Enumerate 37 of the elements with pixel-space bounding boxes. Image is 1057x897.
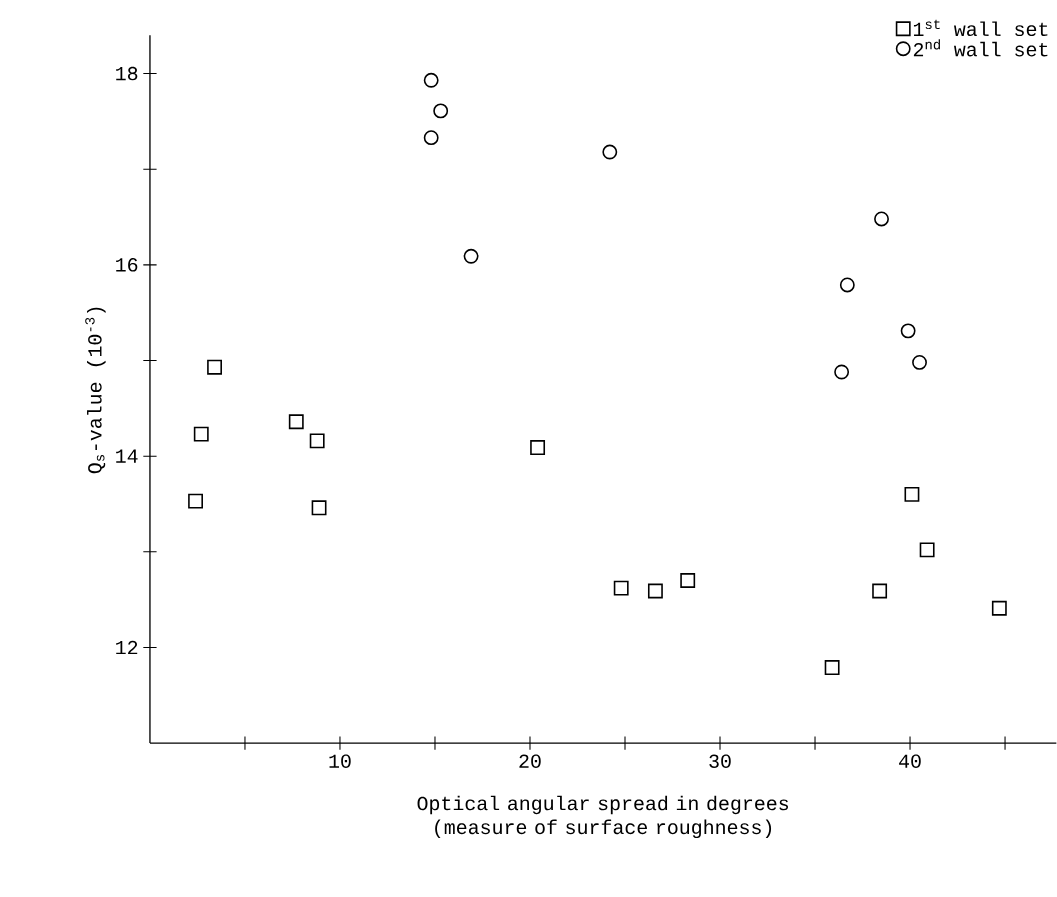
- legend-label: 2$^{nd}$ wall set: [913, 39, 1048, 57]
- y-axis-title: Q$_{s}$-value (10$^{-3}$): [85, 307, 106, 474]
- point: [309, 433, 325, 449]
- point: [900, 323, 916, 339]
- point: [912, 354, 927, 370]
- point: [647, 583, 663, 599]
- x-tick-label: 30: [709, 754, 731, 768]
- point: [834, 364, 850, 380]
- point: [433, 103, 449, 119]
- x-tick-label: 40: [899, 754, 921, 768]
- x-tick-label: 20: [519, 754, 541, 768]
- point: [680, 573, 696, 588]
- point: [904, 486, 920, 502]
- point: [423, 130, 439, 146]
- point: [207, 359, 222, 375]
- y-tick-label: 12: [116, 640, 138, 655]
- point: [423, 72, 439, 88]
- y-tick-label: 18: [116, 66, 138, 81]
- point: [839, 277, 855, 293]
- y-tick-label: 16: [116, 258, 138, 272]
- y-tick-label: 14: [116, 449, 138, 463]
- x-axis-title: Optical angular spread in degrees (measure of surface roughness): [417, 795, 789, 839]
- point: [874, 211, 889, 227]
- point: [919, 542, 935, 558]
- point: [991, 600, 1007, 616]
- point: [530, 440, 546, 455]
- point: [288, 414, 304, 430]
- point: [602, 144, 618, 160]
- legend-label: 1$^{st}$ wall set: [913, 19, 1048, 37]
- point: [193, 426, 209, 442]
- point: [188, 493, 203, 509]
- point: [872, 583, 888, 599]
- point: [463, 248, 479, 264]
- point: [311, 500, 327, 516]
- point: [824, 660, 840, 675]
- point: [613, 580, 629, 596]
- x-tick-label: 10: [329, 754, 351, 768]
